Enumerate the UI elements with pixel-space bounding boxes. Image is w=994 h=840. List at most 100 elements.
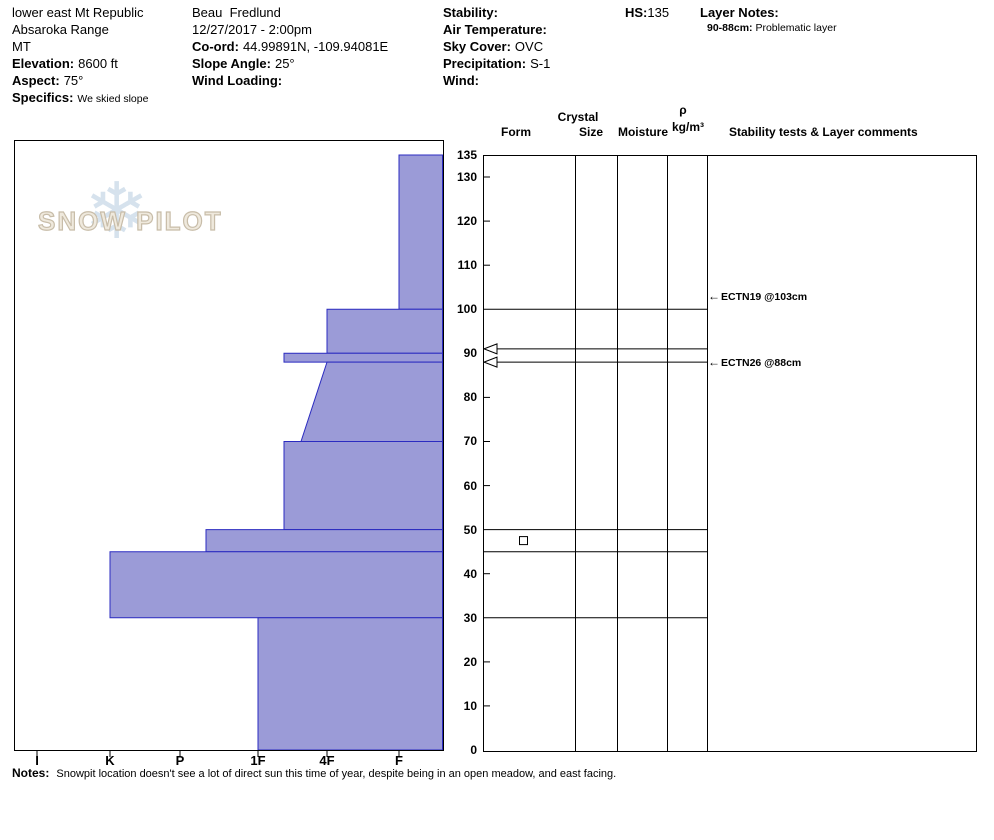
depth-tick-label: 70 xyxy=(463,434,477,449)
weather-info-column: Stability: Air Temperature: Sky Cover: OV… xyxy=(443,4,550,89)
slope-angle-label: Slope Angle: xyxy=(192,56,271,71)
pit-notes-row: Notes: Snowpit location doesn't see a lo… xyxy=(12,766,616,780)
watermark-text: SNOW PILOT xyxy=(37,205,223,236)
form-column-header: Form xyxy=(501,125,531,139)
observation-datetime: 12/27/2017 - 2:00pm xyxy=(192,22,312,37)
hardness-tick-label: I xyxy=(35,753,39,768)
depth-tick-label: 40 xyxy=(463,566,477,581)
precip-label: Precipitation: xyxy=(443,56,527,71)
depth-tick-label: 130 xyxy=(456,170,477,185)
stability-test-label: ECTN19 @103cm xyxy=(721,291,808,304)
stability-test-annotation: ←ECTN19 @103cm xyxy=(708,289,807,303)
layer-notes-label: Layer Notes: xyxy=(700,5,779,20)
snow-layer-bar xyxy=(326,308,443,354)
hardness-tick-label: P xyxy=(175,753,185,768)
precip-row: Precipitation: S-1 xyxy=(443,55,550,72)
observer-name: Beau Fredlund xyxy=(192,5,281,20)
layer-note-range: 90-88cm: xyxy=(707,22,753,34)
depth-tick-label: 20 xyxy=(463,654,477,669)
left-arrow-icon: ← xyxy=(708,289,720,304)
comments-column-header: Stability tests & Layer comments xyxy=(729,125,918,139)
wind-row: Wind: xyxy=(443,72,550,89)
hs-value: 135 xyxy=(647,5,670,20)
slope-angle-value: 25° xyxy=(274,56,295,71)
coord-label: Co-ord: xyxy=(192,39,239,54)
site-name: lower east Mt Republic xyxy=(12,5,144,20)
density-unit-header: kg/m³ xyxy=(671,120,704,134)
snow-layer-bar xyxy=(109,551,443,619)
elevation-label: Elevation: xyxy=(12,56,75,71)
depth-tick-label: 10 xyxy=(463,698,477,713)
depth-tick-label: 60 xyxy=(463,478,477,493)
layer-note-item: 90-88cm: Problematic layer xyxy=(707,21,837,35)
sky-cover-value: OVC xyxy=(514,39,544,54)
chart-border xyxy=(14,140,444,751)
crystal-form-symbol xyxy=(519,536,528,546)
air-temp-label: Air Temperature: xyxy=(443,22,547,37)
snow-layer-bar xyxy=(283,441,443,531)
hardness-tick-label: K xyxy=(105,753,115,768)
coord-value: 44.99891N, -109.94081E xyxy=(242,39,389,54)
table-border xyxy=(483,155,977,752)
size-column-header: Size xyxy=(578,125,603,139)
hardness-profile-chart xyxy=(14,140,444,757)
snow-layer-bar xyxy=(283,352,443,363)
aspect-label: Aspect: xyxy=(12,73,60,88)
depth-tick-label: 135 xyxy=(456,148,477,162)
elevation-value: 8600 ft xyxy=(78,56,118,71)
coord-row: Co-ord: 44.99891N, -109.94081E xyxy=(192,38,388,55)
specifics-value: We skied slope xyxy=(77,93,149,105)
specifics-label: Specifics: xyxy=(12,90,74,105)
snowpilot-watermark: ❄ SNOW PILOT xyxy=(37,167,228,256)
layer-note-text: Problematic layer xyxy=(755,22,837,34)
precip-value: S-1 xyxy=(530,56,551,71)
air-temp-row: Air Temperature: xyxy=(443,21,550,38)
layer-notes-block: Layer Notes: 90-88cm: Problematic layer xyxy=(700,4,837,35)
sky-cover-row: Sky Cover: OVC xyxy=(443,38,550,55)
elevation-row: Elevation: 8600 ft xyxy=(12,55,148,72)
depth-tick-label: 100 xyxy=(456,302,477,317)
snow-layer-bar xyxy=(300,361,443,442)
hs-label: HS: xyxy=(625,5,648,20)
hardness-tick-label: F xyxy=(395,753,403,768)
wind-loading-row: Wind Loading: xyxy=(192,72,388,89)
moisture-column-header: Moisture xyxy=(617,125,668,139)
wind-label: Wind: xyxy=(443,73,479,88)
site-state: MT xyxy=(12,39,31,54)
snow-layer-bar xyxy=(205,529,443,553)
hardness-tick-label: 4F xyxy=(319,753,335,768)
depth-tick-label: 120 xyxy=(456,214,477,229)
depth-tick-label: 80 xyxy=(463,390,477,405)
depth-tick-label: 90 xyxy=(463,346,477,361)
problematic-layer-marker xyxy=(483,356,498,368)
stability-test-label: ECTN26 @88cm xyxy=(721,357,802,370)
depth-tick-label: 110 xyxy=(457,258,477,273)
stability-label: Stability: xyxy=(443,5,498,20)
depth-tick-label: 30 xyxy=(463,610,477,625)
slope-angle-row: Slope Angle: 25° xyxy=(192,55,388,72)
hardness-tick-label: 1F xyxy=(250,753,266,768)
snow-layer-bar xyxy=(257,617,443,751)
snow-height-row: HS:135 xyxy=(625,4,669,21)
depth-axis-labels: 0 10 20 30 40 50 60 70 80 90 100 110 120 130 135 xyxy=(445,0,477,840)
observer-info-column: Beau Fredlund 12/27/2017 - 2:00pm Co-ord… xyxy=(192,4,388,89)
sky-cover-label: Sky Cover: xyxy=(443,39,511,54)
stability-test-annotation: ←ECTN26 @88cm xyxy=(708,355,801,369)
crystal-column-header: Crystal xyxy=(557,110,599,124)
specifics-row: Specifics: We skied slope xyxy=(12,89,148,108)
site-info-column: lower east Mt Republic Absaroka Range MT… xyxy=(12,4,148,108)
notes-text: Snowpit location doesn't see a lot of di… xyxy=(56,768,617,780)
hardness-axis-labels: I K P 1F 4F F xyxy=(0,753,460,771)
aspect-value: 75° xyxy=(63,73,84,88)
layer-table-grid xyxy=(483,155,977,752)
site-range: Absaroka Range xyxy=(12,22,109,37)
notes-label: Notes: xyxy=(12,766,50,780)
snowflake-icon: ❄ xyxy=(84,167,150,255)
left-arrow-icon: ← xyxy=(708,355,720,370)
density-symbol-header: ρ xyxy=(679,103,687,117)
aspect-row: Aspect: 75° xyxy=(12,72,148,89)
depth-tick-label: 0 xyxy=(470,743,477,757)
problematic-layer-marker xyxy=(483,343,498,355)
stability-row: Stability: xyxy=(443,4,550,21)
